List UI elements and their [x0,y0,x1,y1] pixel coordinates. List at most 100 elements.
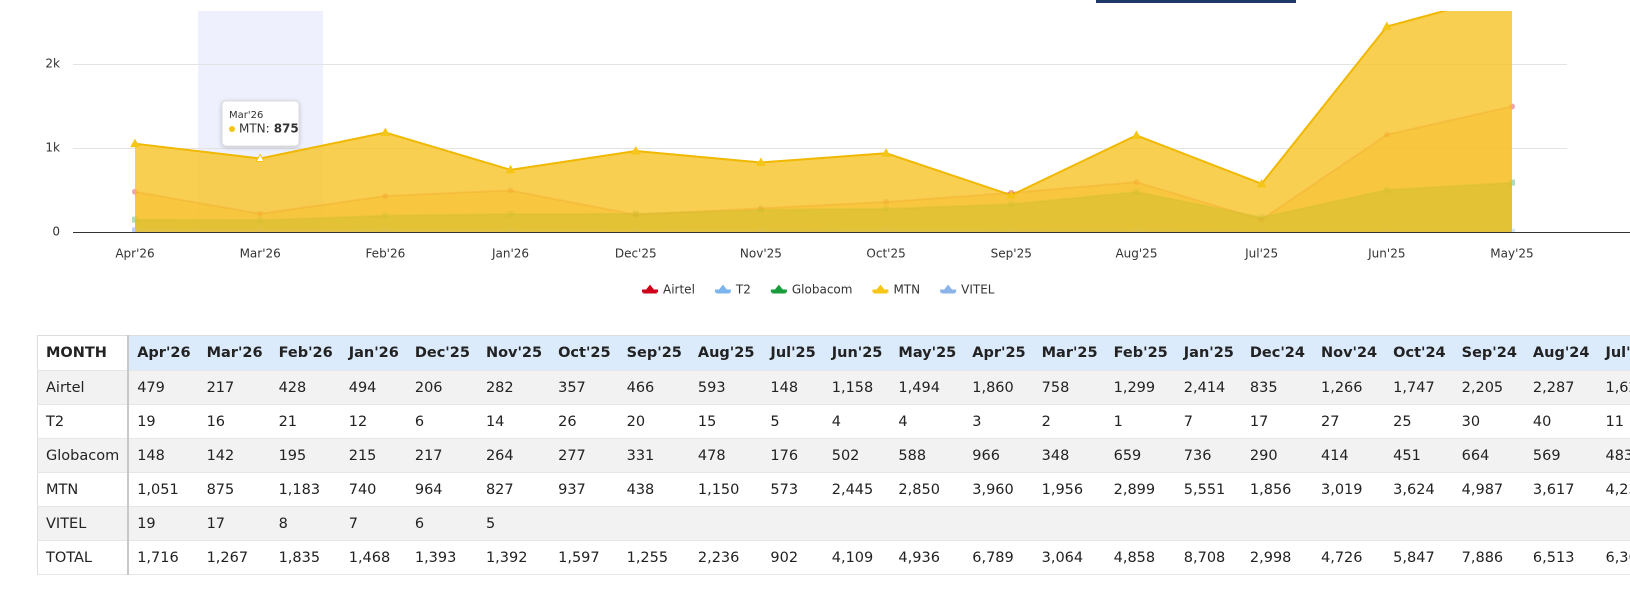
cell: 2,899 [1105,472,1176,507]
cell: 19 [128,506,199,541]
cell: 7,886 [1453,540,1525,575]
cell: 740 [340,472,407,507]
cell: 19 [128,404,199,439]
cell: 8 [270,506,341,541]
cell: 1,856 [1241,472,1313,507]
cell: 1,266 [1312,370,1386,405]
tooltip-title: Mar'26 [229,110,263,121]
cell: 1,392 [477,540,551,575]
marker [630,145,641,155]
cell: 348 [1033,438,1106,473]
header-cell: May'25 [890,335,965,371]
legend-icon [714,284,731,294]
cell [1385,506,1454,541]
x-tick-label: Sep'25 [991,247,1032,261]
cell: 1 [1105,404,1176,439]
legend-icon [770,284,787,294]
header-cell: Jul'25 [762,335,824,371]
cell: 7 [1175,404,1242,439]
cell: 569 [1524,438,1598,473]
cell: 2,205 [1453,370,1525,405]
cell: 217 [406,438,478,473]
row-label: VITEL [37,506,130,541]
cell [618,506,690,541]
cell: 277 [550,438,619,473]
cell: 494 [340,370,407,405]
cell: 142 [198,438,271,473]
cell: 3 [964,404,1034,439]
cell: 902 [762,540,824,575]
cell: 479 [128,370,199,405]
cell: 3,624 [1385,472,1454,507]
cell: 21 [270,404,341,439]
cell: 1,494 [890,370,965,405]
legend-label: Airtel [663,283,695,297]
cell: 6 [406,506,478,541]
cell: 964 [406,472,478,507]
header-row: MONTH Apr'26 Mar'26 Feb'26 Jan'26 Dec'25 Nov'2… [37,335,1630,371]
cell: 12 [340,404,407,439]
cell: 1,468 [340,540,407,575]
cell: 3,960 [964,472,1034,507]
marker [380,127,391,137]
cell: 6 [406,404,478,439]
header-cell: Mar'25 [1033,335,1106,371]
cell: 835 [1241,370,1313,405]
cell [689,506,763,541]
header-cell: MONTH [37,335,130,371]
legend-icon [940,284,957,294]
cell: 2 [1033,404,1106,439]
cell: 15 [689,404,763,439]
cell: 290 [1241,438,1313,473]
cell: 1,267 [198,540,271,575]
cell [1033,506,1106,541]
row-label: Airtel [37,370,130,405]
header-cell: Sep'24 [1453,335,1525,371]
table-row: Airtel 479 217 428 494 206 282 357 466 593 148 1,15… [37,370,1630,405]
cell [1524,506,1598,541]
cell: 20 [618,404,690,439]
line [134,11,1448,197]
cell: 4 [890,404,965,439]
header-cell: Apr'25 [964,335,1034,371]
cell: 451 [1385,438,1454,473]
table-row: TOTAL 1,716 1,267 1,835 1,468 1,393 1,392 1,597… [37,540,1630,575]
cell: 1,051 [128,472,199,507]
header-cell: Jan'25 [1175,335,1242,371]
cell: 2,850 [890,472,965,507]
legend-label: MTN [893,283,920,297]
cell: 2,998 [1241,540,1313,575]
cell: 4,987 [1453,472,1525,507]
cell: 659 [1105,438,1176,473]
tooltip: Mar'26 MTN: 875 [221,100,300,147]
cell: 1,183 [270,472,341,507]
header-cell: Aug'24 [1524,335,1598,371]
cell [1312,506,1386,541]
header-cell: Dec'25 [406,335,478,371]
cell: 17 [1241,404,1313,439]
cell: 1,860 [964,370,1034,405]
header-cell: Feb'25 [1105,335,1176,371]
cell: 1,747 [1385,370,1454,405]
cell: 148 [128,438,199,473]
cell [1105,506,1176,541]
cell: 148 [762,370,824,405]
header-cell: Jan'26 [340,335,407,371]
x-tick-label: May'25 [1490,247,1533,261]
marker [1381,21,1392,31]
cell: 664 [1453,438,1525,473]
cell: 573 [762,472,824,507]
cell [550,506,619,541]
cell: 758 [1033,370,1106,405]
cell: 30 [1453,404,1525,439]
cell [762,506,824,541]
cell: 483 [1597,438,1630,473]
marker [505,164,516,174]
cell: 593 [689,370,763,405]
x-tick-label: Mar'26 [240,247,281,261]
cell: 2,236 [689,540,763,575]
cell: 414 [1312,438,1386,473]
cell: 1,629 [1597,370,1630,405]
cell: 4,936 [890,540,965,575]
cell: 14 [477,404,551,439]
